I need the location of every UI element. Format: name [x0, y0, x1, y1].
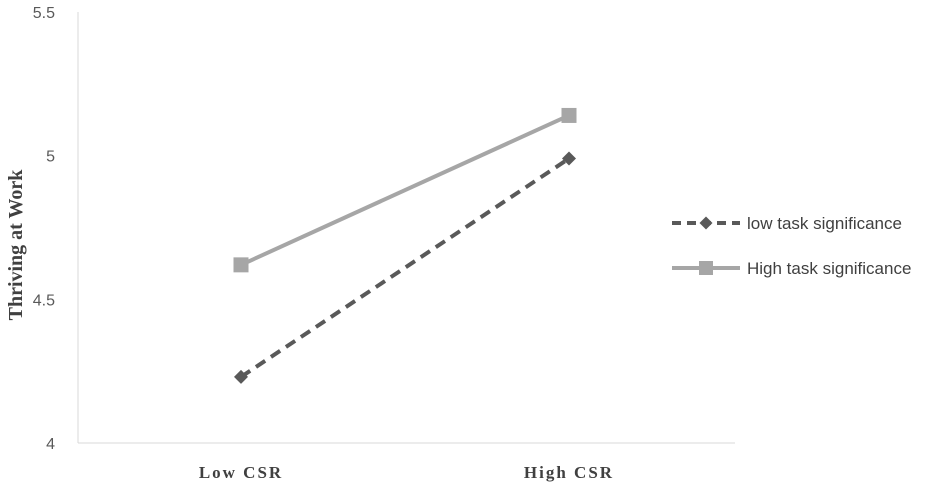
y-tick-label: 4.5: [33, 292, 55, 309]
series-line: [239, 156, 571, 379]
legend-item: low task significance: [672, 214, 902, 233]
diamond-marker: [699, 216, 713, 230]
legend-item: High task significance: [672, 259, 911, 278]
series-1: [233, 107, 577, 273]
series-layer: [233, 107, 577, 384]
square-marker: [699, 261, 713, 275]
square-marker: [561, 107, 577, 123]
series-0: [234, 151, 576, 384]
y-tick-label: 5: [46, 149, 55, 166]
x-tick-label: High CSR: [524, 463, 614, 482]
y-tick-label: 4: [46, 436, 55, 453]
square-marker: [233, 257, 249, 273]
y-axis-title: Thriving at Work: [5, 169, 27, 321]
y-tick-label: 5.5: [33, 5, 55, 22]
x-tick-labels: Low CSR High CSR: [199, 463, 614, 482]
x-tick-label: Low CSR: [199, 463, 283, 482]
series-line: [240, 113, 570, 267]
legend-label: low task significance: [747, 214, 902, 233]
legend-label: High task significance: [747, 259, 911, 278]
y-tick-labels: 4 4.5 5 5.5: [33, 5, 55, 453]
diamond-marker: [234, 369, 248, 384]
legend: low task significance High task significa…: [672, 214, 911, 278]
diamond-marker: [562, 151, 576, 166]
